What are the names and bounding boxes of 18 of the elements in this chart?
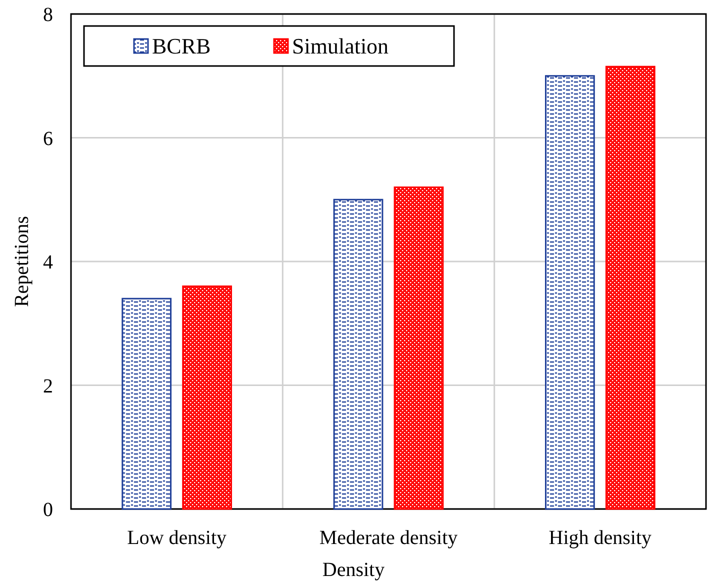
- y-tick-label: 6: [43, 128, 53, 150]
- y-tick-label: 8: [43, 4, 53, 26]
- y-tick-label: 2: [43, 375, 53, 398]
- y-axis-title: Repetitions: [11, 216, 33, 308]
- legend-label: BCRB: [152, 34, 211, 59]
- bar: [182, 286, 232, 510]
- legend-label: Simulation: [292, 34, 389, 59]
- bar: [333, 198, 384, 510]
- x-axis-title: Density: [322, 559, 385, 581]
- bar: [605, 66, 656, 510]
- bar: [544, 75, 595, 510]
- x-tick-label: Low density: [127, 527, 227, 549]
- y-tick-label: 4: [43, 252, 53, 274]
- x-tick-label: Mederate density: [319, 527, 458, 549]
- bar: [394, 186, 444, 510]
- y-tick-label: 0: [43, 499, 53, 521]
- x-tick-label: High density: [548, 527, 652, 549]
- bar: [122, 298, 172, 510]
